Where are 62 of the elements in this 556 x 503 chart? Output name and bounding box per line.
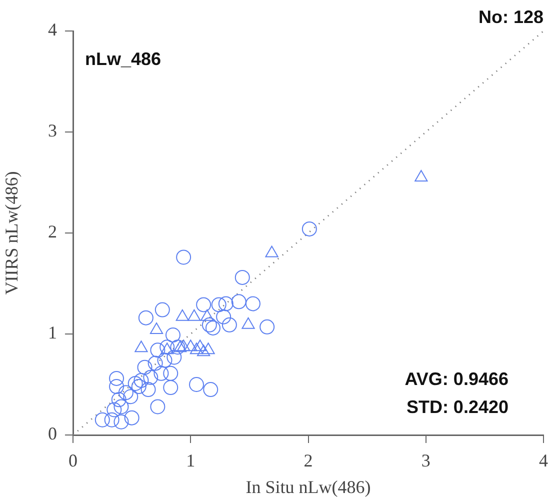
- point: [245, 296, 260, 312]
- y-tick-label: 3: [48, 120, 57, 141]
- point: [222, 317, 237, 332]
- point: [137, 360, 152, 375]
- annotation: AVG: 0.9466: [404, 368, 508, 389]
- x-tick-label: 3: [421, 450, 430, 471]
- point: [234, 270, 250, 285]
- point: [176, 250, 192, 265]
- point: [150, 342, 166, 358]
- point: [157, 352, 172, 368]
- point: [106, 402, 122, 418]
- point: [114, 399, 129, 414]
- point: [118, 385, 134, 400]
- point: [202, 317, 217, 332]
- point: [140, 382, 156, 398]
- y-tick-label: 1: [48, 322, 57, 343]
- point: [216, 309, 232, 324]
- point: [302, 221, 317, 236]
- y-tick-label: 4: [48, 20, 57, 40]
- x-tick-label: 0: [68, 450, 78, 471]
- point: [104, 412, 120, 428]
- point: [123, 389, 138, 404]
- y-tick-label: 0: [48, 424, 57, 444]
- point: [203, 382, 218, 398]
- point: [114, 414, 129, 430]
- point: [260, 319, 275, 334]
- point: [163, 380, 178, 396]
- point: [154, 302, 170, 318]
- x-tick-label: 4: [539, 450, 548, 471]
- point: [205, 320, 220, 336]
- point: [154, 366, 169, 381]
- point: [160, 340, 175, 355]
- point: [163, 366, 178, 381]
- x-tick-label: 1: [186, 450, 196, 471]
- point: [134, 372, 149, 388]
- y-tick-label: 2: [48, 222, 57, 242]
- point: [189, 377, 204, 392]
- point: [196, 297, 212, 312]
- point: [143, 370, 158, 385]
- point: [170, 340, 186, 355]
- point: [138, 310, 154, 326]
- point: [131, 379, 146, 394]
- point: [111, 392, 126, 408]
- y-axis-title: VIIRS nLw(486): [2, 171, 22, 295]
- point: [166, 350, 182, 365]
- point: [165, 328, 180, 343]
- annotation: nLw_486: [85, 48, 162, 69]
- annotation: STD: 0.2420: [406, 396, 508, 417]
- x-axis-title: In Situ nLw(486): [246, 476, 371, 497]
- point: [231, 294, 246, 310]
- point: [109, 379, 124, 394]
- point: [94, 412, 110, 428]
- text: No: 128: [478, 6, 544, 27]
- point: [265, 246, 278, 258]
- point: [211, 297, 226, 312]
- point: [128, 376, 143, 391]
- point: [148, 356, 163, 371]
- point: [109, 370, 124, 386]
- point: [150, 399, 166, 414]
- point: [124, 410, 140, 426]
- x-tick-label: 2: [304, 450, 313, 471]
- point: [218, 296, 234, 312]
